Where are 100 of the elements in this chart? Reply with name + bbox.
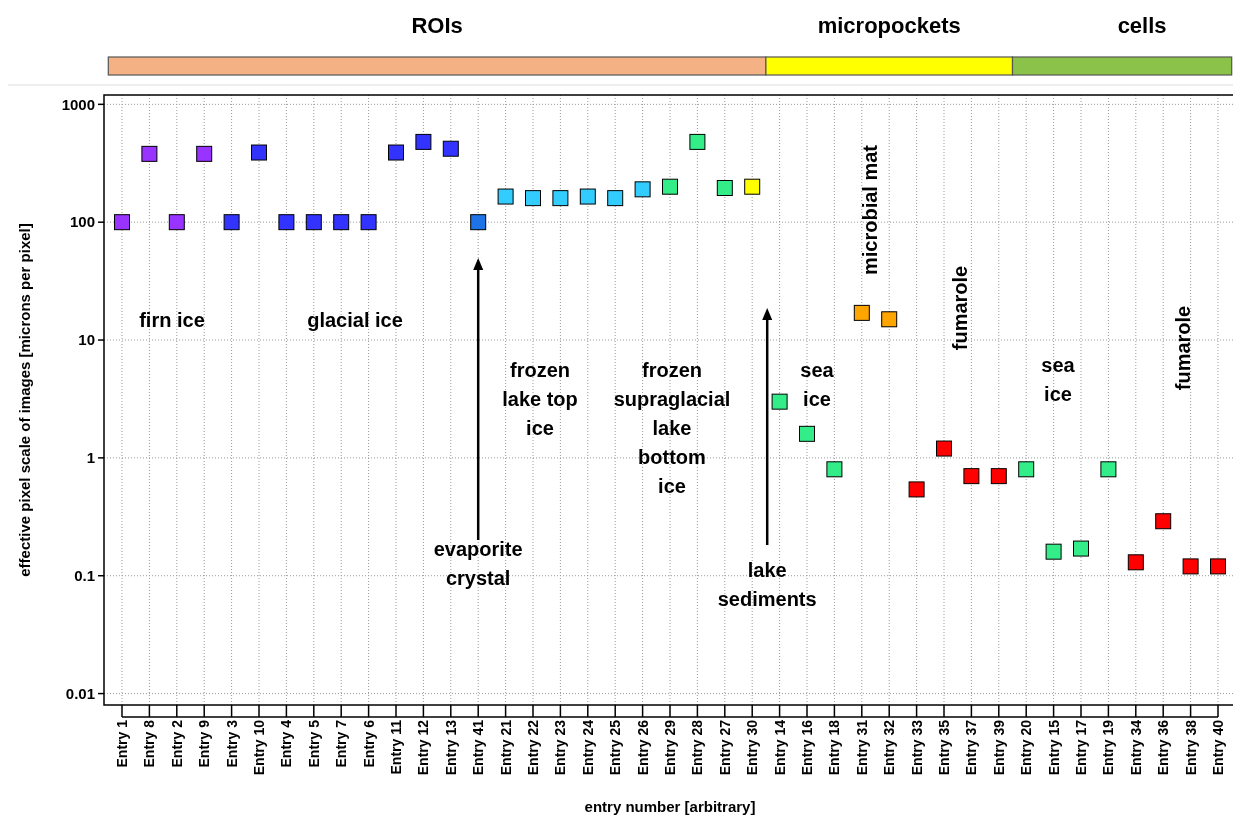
point	[1210, 558, 1226, 575]
annotation: microbial mat	[859, 144, 881, 276]
point	[990, 468, 1007, 485]
point	[415, 133, 432, 150]
point	[1018, 461, 1035, 478]
y-tick-label: 0.1	[74, 566, 95, 584]
annotation: fumarole	[1172, 305, 1194, 391]
annotation: evaporite crystal	[433, 538, 523, 589]
y-axis-title: effective pixel scale of images [microns per pixel]	[16, 223, 33, 577]
point	[607, 190, 624, 207]
point	[114, 214, 130, 231]
x-tick-label: Entry 11	[388, 719, 404, 775]
point	[388, 144, 404, 161]
x-tick-label: Entry 29	[662, 719, 678, 776]
point	[525, 190, 541, 207]
x-tick-label: Entry 7	[333, 719, 350, 768]
y-tick-label: 1	[86, 449, 95, 467]
x-tick-label: Entry 27	[716, 719, 733, 776]
x-tick-label: Entry 35	[936, 719, 952, 776]
x-tick-label: Entry 38	[1182, 719, 1199, 776]
x-tick-label: Entry 40	[1210, 719, 1226, 776]
point	[771, 393, 788, 410]
x-tick-label: Entry 34	[1127, 719, 1144, 776]
point	[579, 188, 596, 205]
point	[662, 178, 678, 195]
point	[168, 214, 185, 231]
x-tick-label: Entry 26	[634, 719, 651, 776]
x-tick-label: Entry 21	[497, 719, 514, 776]
point	[744, 178, 761, 195]
x-tick-label: Entry 9	[196, 719, 213, 768]
x-tick-label: Entry 20	[1018, 719, 1035, 776]
point	[716, 180, 733, 196]
annotation: glacial ice	[307, 309, 403, 331]
point	[1182, 558, 1199, 575]
point	[936, 440, 952, 457]
point	[360, 214, 377, 231]
annotation: sea ice	[800, 359, 835, 410]
annotation: sea ice	[1041, 354, 1076, 405]
point	[1100, 461, 1117, 478]
point	[1127, 554, 1144, 571]
point	[497, 188, 514, 205]
x-tick-label: Entry 22	[525, 719, 541, 776]
annotation: fumarole	[949, 265, 971, 351]
x-tick-label: Entry 25	[607, 719, 624, 776]
x-tick-label: Entry 5	[305, 719, 322, 768]
x-tick-label: Entry 6	[360, 719, 377, 768]
point	[305, 214, 322, 231]
x-tick-label: Entry 12	[415, 719, 432, 776]
x-tick-label: Entry 31	[853, 719, 870, 776]
text: cells	[1117, 13, 1167, 38]
x-tick-label: Entry 16	[799, 719, 815, 776]
x-tick-label: Entry 17	[1073, 719, 1089, 776]
point	[881, 311, 898, 328]
point	[1155, 513, 1172, 530]
x-tick-label: Entry 15	[1045, 719, 1062, 776]
point	[141, 145, 158, 162]
point	[552, 190, 569, 207]
annotation: lake sediments	[717, 559, 817, 610]
x-tick-label: Entry 33	[908, 719, 925, 776]
point	[908, 481, 925, 498]
x-tick-label: Entry 14	[771, 719, 788, 776]
point	[470, 214, 487, 231]
x-tick-label: Entry 3	[223, 719, 240, 768]
point	[853, 304, 870, 321]
x-tick-label: Entry 2	[168, 719, 185, 768]
x-tick-label: Entry 10	[251, 719, 267, 776]
x-tick-label: Entry 24	[579, 719, 596, 776]
y-tick-label: 0.01	[65, 684, 95, 702]
y-tick-label: 10	[78, 331, 95, 349]
point	[689, 133, 706, 150]
x-tick-label: Entry 41	[470, 719, 487, 776]
point	[333, 214, 350, 231]
x-tick-label: Entry 39	[990, 719, 1007, 776]
x-tick-label: Entry 28	[689, 719, 706, 776]
point	[278, 214, 295, 231]
point	[196, 145, 213, 162]
point	[1045, 543, 1062, 560]
text: ROIs	[411, 13, 463, 38]
x-tick-label: Entry 30	[744, 719, 761, 776]
annotation: firn ice	[139, 309, 205, 331]
point	[442, 140, 459, 157]
y-tick-label: 1000	[61, 95, 95, 113]
text: micropockets	[817, 13, 961, 38]
x-axis-title: entry number [arbitrary]	[584, 798, 756, 815]
point	[826, 461, 843, 478]
x-tick-label: Entry 18	[826, 719, 843, 776]
point	[251, 144, 267, 161]
x-tick-label: Entry 19	[1100, 719, 1117, 776]
point	[963, 468, 980, 485]
x-tick-label: Entry 36	[1155, 719, 1172, 776]
x-tick-label: Entry 32	[881, 719, 898, 776]
x-tick-label: Entry 37	[963, 719, 980, 776]
x-tick-label: Entry 4	[278, 719, 295, 768]
y-tick-label: 100	[69, 213, 95, 231]
x-tick-label: Entry 8	[141, 719, 158, 768]
annotation: frozen supraglacial lake bottom ice	[613, 359, 731, 497]
point	[1073, 540, 1089, 557]
point	[223, 214, 240, 231]
point	[634, 181, 651, 198]
x-tick-label: Entry 13	[442, 719, 459, 776]
